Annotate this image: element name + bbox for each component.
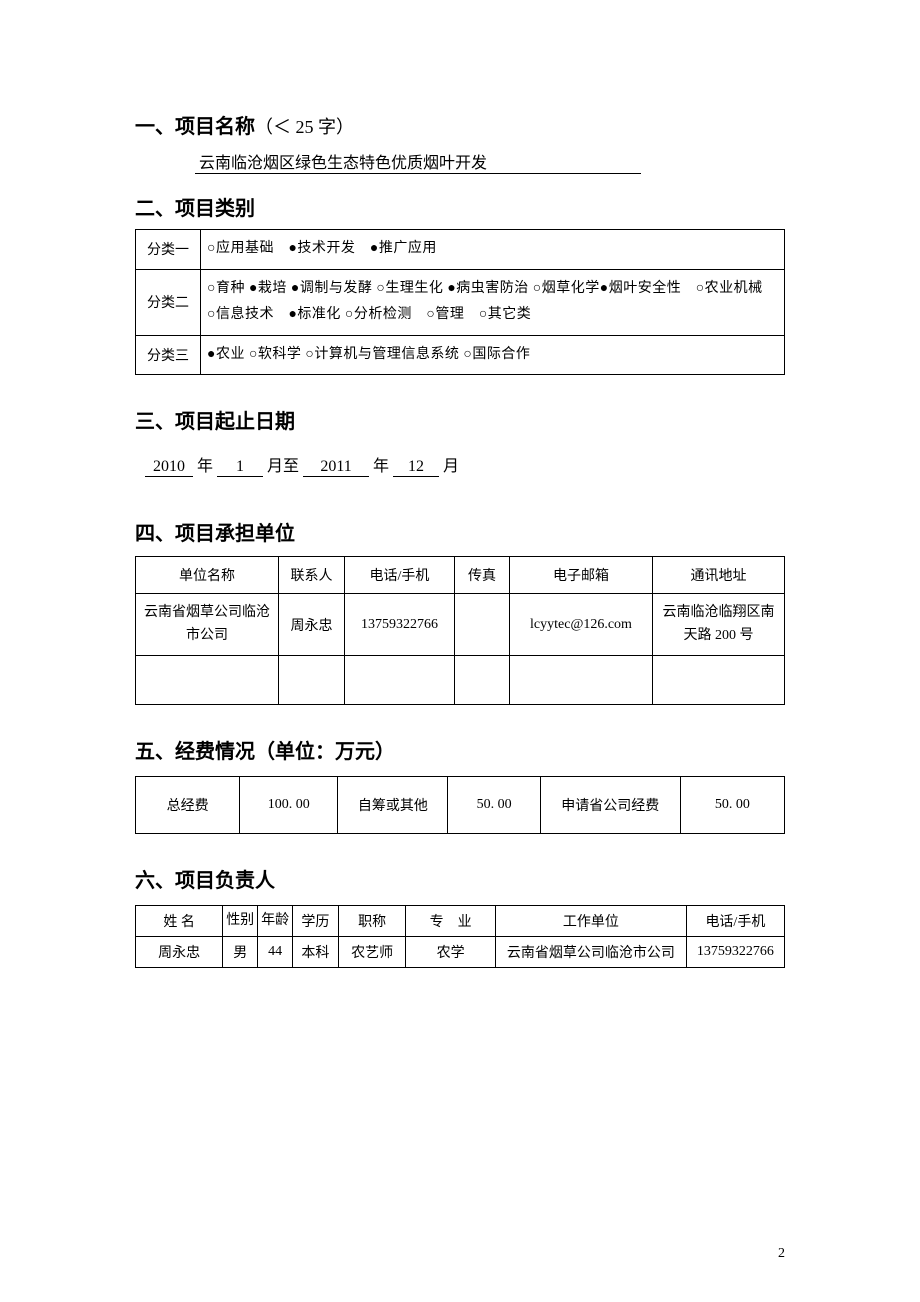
underline-trail — [491, 157, 641, 174]
cell-phone: 13759322766 — [345, 594, 455, 656]
year-label-2: 年 — [373, 458, 389, 475]
heading-2: 二、项目类别 — [135, 192, 785, 221]
to-label: 月至 — [267, 458, 299, 475]
cat-label: 分类三 — [136, 335, 201, 375]
cell-unit: 云南省烟草公司临沧市公司 — [495, 937, 686, 968]
heading-6: 六、项目负责人 — [135, 864, 785, 893]
fund-self-value: 50. 00 — [448, 777, 540, 834]
cell-phone: 13759322766 — [686, 937, 784, 968]
cat-content-text: ○育种 ●栽培 ●调制与发酵 ○生理生化 ●病虫害防治 ○烟草化学●烟叶安全性 … — [207, 281, 777, 323]
cell-email: lcyytec@126.com — [510, 594, 653, 656]
empty-cell — [653, 656, 785, 705]
col-gender: 性别 — [223, 906, 258, 937]
cell-fax — [455, 594, 510, 656]
page-number: 2 — [778, 1246, 785, 1262]
cat-label: 分类一 — [136, 230, 201, 270]
month-label: 月 — [443, 458, 459, 475]
year-label: 年 — [197, 458, 213, 475]
table-row: 单位名称 联系人 电话/手机 传真 电子邮箱 通讯地址 — [136, 557, 785, 594]
col-age: 年龄 — [258, 906, 293, 937]
empty-cell — [345, 656, 455, 705]
month-from: 1 — [217, 458, 263, 477]
empty-cell — [136, 656, 279, 705]
cell-name: 周永忠 — [136, 937, 223, 968]
empty-cell — [510, 656, 653, 705]
table-row: 分类一 ○应用基础 ●技术开发 ●推广应用 — [136, 230, 785, 270]
year-from: 2010 — [145, 458, 193, 477]
fund-apply-value: 50. 00 — [680, 777, 784, 834]
heading-1-note: （＜ 25 字） — [255, 117, 354, 137]
section-leader: 六、项目负责人 姓 名 性别 年龄 学历 职称 专 业 工作单位 电话/手机 周… — [135, 864, 785, 968]
empty-cell — [279, 656, 345, 705]
table-row: 分类二 ○育种 ●栽培 ●调制与发酵 ○生理生化 ●病虫害防治 ○烟草化学●烟叶… — [136, 269, 785, 335]
project-name-line: 云南临沧烟区绿色生态特色优质烟叶开发 — [135, 147, 785, 174]
cell-edu: 本科 — [293, 937, 339, 968]
cat-content: ○育种 ●栽培 ●调制与发酵 ○生理生化 ●病虫害防治 ○烟草化学●烟叶安全性 … — [201, 269, 785, 335]
col-name: 姓 名 — [136, 906, 223, 937]
section-project-category: 二、项目类别 分类一 ○应用基础 ●技术开发 ●推广应用 分类二 ○育种 ●栽培… — [135, 192, 785, 375]
heading-3: 三、项目起止日期 — [135, 405, 785, 434]
col-fax: 传真 — [455, 557, 510, 594]
category-table: 分类一 ○应用基础 ●技术开发 ●推广应用 分类二 ○育种 ●栽培 ●调制与发酵… — [135, 229, 785, 375]
month-to: 12 — [393, 458, 439, 477]
table-row: 总经费 100. 00 自筹或其他 50. 00 申请省公司经费 50. 00 — [136, 777, 785, 834]
col-contact: 联系人 — [279, 557, 345, 594]
table-row: 周永忠 男 44 本科 农艺师 农学 云南省烟草公司临沧市公司 13759322… — [136, 937, 785, 968]
fund-total-label: 总经费 — [136, 777, 240, 834]
section-project-name: 一、项目名称（＜ 25 字） 云南临沧烟区绿色生态特色优质烟叶开发 — [135, 110, 785, 174]
cell-major: 农学 — [406, 937, 495, 968]
empty-cell — [455, 656, 510, 705]
col-phone: 电话/手机 — [686, 906, 784, 937]
project-name-value: 云南临沧烟区绿色生态特色优质烟叶开发 — [195, 149, 491, 174]
table-row: 姓 名 性别 年龄 学历 职称 专 业 工作单位 电话/手机 — [136, 906, 785, 937]
org-table: 单位名称 联系人 电话/手机 传真 电子邮箱 通讯地址 云南省烟草公司临沧市公司… — [135, 556, 785, 705]
cell-unit: 云南省烟草公司临沧市公司 — [136, 594, 279, 656]
cat-label: 分类二 — [136, 269, 201, 335]
fund-table: 总经费 100. 00 自筹或其他 50. 00 申请省公司经费 50. 00 — [135, 776, 785, 834]
cell-title: 农艺师 — [338, 937, 406, 968]
cat-content: ○应用基础 ●技术开发 ●推广应用 — [201, 230, 785, 270]
fund-total-value: 100. 00 — [240, 777, 338, 834]
col-edu: 学历 — [293, 906, 339, 937]
year-to: 2011 — [303, 458, 369, 477]
cell-gender: 男 — [223, 937, 258, 968]
cat-content: ●农业 ○软科学 ○计算机与管理信息系统 ○国际合作 — [201, 335, 785, 375]
heading-1: 一、项目名称（＜ 25 字） — [135, 110, 785, 139]
cell-address: 云南临沧临翔区南天路 200 号 — [653, 594, 785, 656]
cat-content-text: ○应用基础 ●技术开发 ●推广应用 — [207, 241, 437, 256]
section-funding: 五、经费情况（单位：万元） 总经费 100. 00 自筹或其他 50. 00 申… — [135, 735, 785, 834]
cat-content-text: ●农业 ○软科学 ○计算机与管理信息系统 ○国际合作 — [207, 347, 530, 362]
heading-5: 五、经费情况（单位：万元） — [135, 735, 785, 764]
table-row: 云南省烟草公司临沧市公司 周永忠 13759322766 lcyytec@126… — [136, 594, 785, 656]
col-address: 通讯地址 — [653, 557, 785, 594]
heading-4: 四、项目承担单位 — [135, 517, 785, 546]
cell-contact: 周永忠 — [279, 594, 345, 656]
col-phone: 电话/手机 — [345, 557, 455, 594]
table-row — [136, 656, 785, 705]
col-unit: 工作单位 — [495, 906, 686, 937]
cell-age: 44 — [258, 937, 293, 968]
section-org: 四、项目承担单位 单位名称 联系人 电话/手机 传真 电子邮箱 通讯地址 云南省… — [135, 517, 785, 705]
table-row: 分类三 ●农业 ○软科学 ○计算机与管理信息系统 ○国际合作 — [136, 335, 785, 375]
date-line: 2010 年 1 月至 2011 年 12 月 — [145, 452, 785, 477]
document-page: 一、项目名称（＜ 25 字） 云南临沧烟区绿色生态特色优质烟叶开发 二、项目类别… — [0, 0, 920, 1302]
leader-table: 姓 名 性别 年龄 学历 职称 专 业 工作单位 电话/手机 周永忠 男 44 … — [135, 905, 785, 968]
col-title: 职称 — [338, 906, 406, 937]
col-major: 专 业 — [406, 906, 495, 937]
fund-self-label: 自筹或其他 — [338, 777, 448, 834]
section-project-dates: 三、项目起止日期 2010 年 1 月至 2011 年 12 月 — [135, 405, 785, 477]
col-unit: 单位名称 — [136, 557, 279, 594]
heading-1-main: 一、项目名称 — [135, 116, 255, 138]
col-email: 电子邮箱 — [510, 557, 653, 594]
fund-apply-label: 申请省公司经费 — [540, 777, 680, 834]
